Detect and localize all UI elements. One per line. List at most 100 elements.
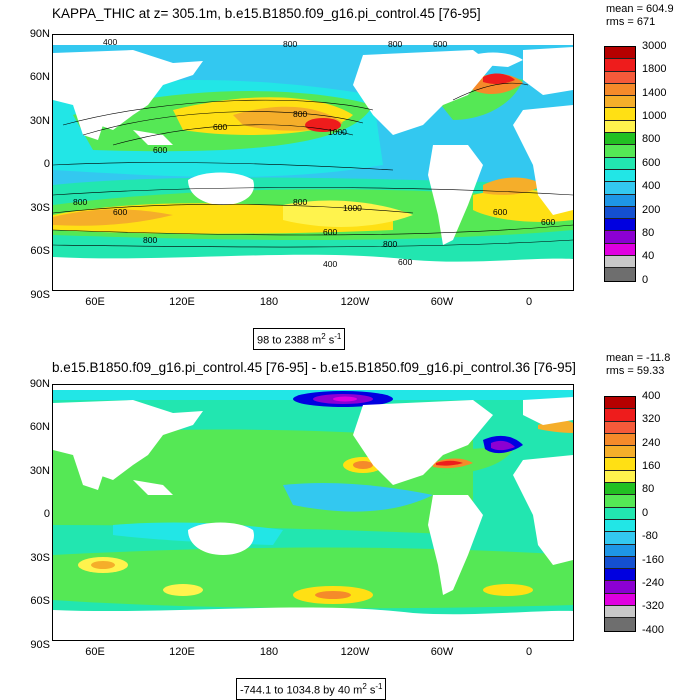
colorbar-swatch <box>605 458 635 471</box>
lon-label: 120E <box>169 646 195 658</box>
top-map-field: 400 800 800 600 600 800 1000 600 800 600… <box>53 37 573 290</box>
colorbar-swatch <box>605 446 635 459</box>
bottom-range-label: -744.1 to 1034.8 by 40 m2 s-1 <box>236 678 387 700</box>
svg-text:600: 600 <box>113 207 127 217</box>
svg-text:600: 600 <box>541 217 555 227</box>
colorbar-swatch <box>605 47 635 60</box>
bottom-mean-label: mean = -11.8 <box>606 352 671 364</box>
top-map-panel: KAPPA_THIC at z= 305.1m, b.e15.B1850.f09… <box>29 3 674 350</box>
colorbar-swatch <box>605 495 635 508</box>
bottom-map-panel: b.e15.B1850.f09_g16.pi_control.45 [76-95… <box>0 350 700 700</box>
colorbar-swatch <box>605 268 635 281</box>
lat-label: 0 <box>43 158 50 170</box>
colorbar-swatch <box>605 194 635 207</box>
lon-label: 120E <box>169 296 195 308</box>
colorbar-swatch <box>605 169 635 183</box>
lat-label: 30S <box>30 552 50 564</box>
lat-label: 90N <box>29 378 50 390</box>
colorbar-swatch <box>605 507 635 520</box>
svg-text:1000: 1000 <box>343 203 362 213</box>
colorbar-label: 1400 <box>642 86 667 99</box>
colorbar-swatch <box>605 206 635 220</box>
svg-text:800: 800 <box>293 109 307 119</box>
colorbar-swatch <box>605 120 635 134</box>
colorbar-swatch <box>605 59 635 72</box>
top-rms-label: rms = 671 <box>606 16 656 28</box>
svg-text:800: 800 <box>388 39 402 49</box>
colorbar-label: 800 <box>642 133 661 146</box>
colorbar-label: 600 <box>642 156 661 169</box>
lat-label: 60S <box>30 595 50 607</box>
colorbar-label: 0 <box>642 506 649 519</box>
colorbar-swatch <box>605 519 635 533</box>
colorbar-swatch <box>605 606 635 619</box>
colorbar-swatch <box>605 71 635 84</box>
bottom-map-plot <box>52 384 574 641</box>
colorbar-label: -80 <box>642 530 658 543</box>
colorbar-swatch <box>605 556 635 570</box>
colorbar-label: 1000 <box>642 110 667 123</box>
lat-label: 90S <box>30 639 50 651</box>
lat-label: 60N <box>29 71 50 83</box>
colorbar-label: 400 <box>642 390 661 402</box>
svg-text:800: 800 <box>73 197 87 207</box>
lon-label: 60W <box>430 296 454 308</box>
colorbar-swatch <box>605 532 635 545</box>
top-map-plot: 400 800 800 600 600 800 1000 600 800 600… <box>52 34 574 291</box>
lat-label: 30N <box>29 115 50 127</box>
colorbar-label: 3000 <box>642 40 667 52</box>
colorbar-label: -240 <box>642 576 665 589</box>
svg-text:600: 600 <box>398 257 412 267</box>
colorbar-swatch <box>605 256 635 269</box>
colorbar-swatch <box>605 581 635 594</box>
lat-label: 30S <box>30 202 50 214</box>
svg-text:1000: 1000 <box>328 127 347 137</box>
colorbar-label: 400 <box>642 180 661 193</box>
colorbar-swatch <box>605 409 635 422</box>
lat-label: 60S <box>30 245 50 257</box>
bottom-map-title: b.e15.B1850.f09_g16.pi_control.45 [76-95… <box>52 360 576 375</box>
colorbar-swatch <box>605 157 635 170</box>
bottom-rms-label: rms = 59.33 <box>606 365 665 377</box>
colorbar-swatch <box>605 483 635 496</box>
colorbar-swatch <box>605 470 635 484</box>
lat-label: 30N <box>29 465 50 477</box>
svg-text:600: 600 <box>323 227 337 237</box>
svg-text:800: 800 <box>143 235 157 245</box>
svg-text:600: 600 <box>433 39 447 49</box>
top-mean-label: mean = 604.9 <box>606 3 674 15</box>
colorbar-swatch <box>605 133 635 146</box>
colorbar-swatch <box>605 433 635 447</box>
lat-label: 90S <box>30 289 50 301</box>
lat-label: 0 <box>43 508 50 520</box>
colorbar-label: 320 <box>642 413 661 426</box>
colorbar-swatch <box>605 219 635 232</box>
colorbar-swatch <box>605 182 635 195</box>
colorbar-label: 200 <box>642 203 661 216</box>
lon-label: 60W <box>430 646 454 658</box>
lon-label: 120W <box>340 296 370 308</box>
colorbar-swatch <box>605 96 635 109</box>
colorbar-label: -160 <box>642 553 665 566</box>
colorbar-swatch <box>605 83 635 97</box>
colorbar-swatch <box>605 397 635 410</box>
colorbar-swatch <box>605 593 635 607</box>
lat-label: 60N <box>29 421 50 433</box>
colorbar-label: 80 <box>642 226 655 239</box>
colorbar-swatch <box>605 108 635 121</box>
colorbar-label: 0 <box>642 273 649 286</box>
colorbar-swatch <box>605 421 635 434</box>
colorbar-label: 160 <box>642 460 661 473</box>
lon-label: 120W <box>340 646 370 658</box>
lon-label: 0 <box>525 646 533 658</box>
svg-text:600: 600 <box>493 207 507 217</box>
colorbar-label: 1800 <box>642 63 667 76</box>
bottom-colorbar <box>604 396 636 632</box>
svg-text:600: 600 <box>153 145 167 155</box>
svg-text:400: 400 <box>323 259 337 269</box>
lon-label: 60E <box>85 296 105 308</box>
colorbar-swatch <box>605 544 635 557</box>
colorbar-label: 40 <box>642 250 655 263</box>
colorbar-label: 240 <box>642 436 661 449</box>
colorbar-label: 80 <box>642 483 655 496</box>
